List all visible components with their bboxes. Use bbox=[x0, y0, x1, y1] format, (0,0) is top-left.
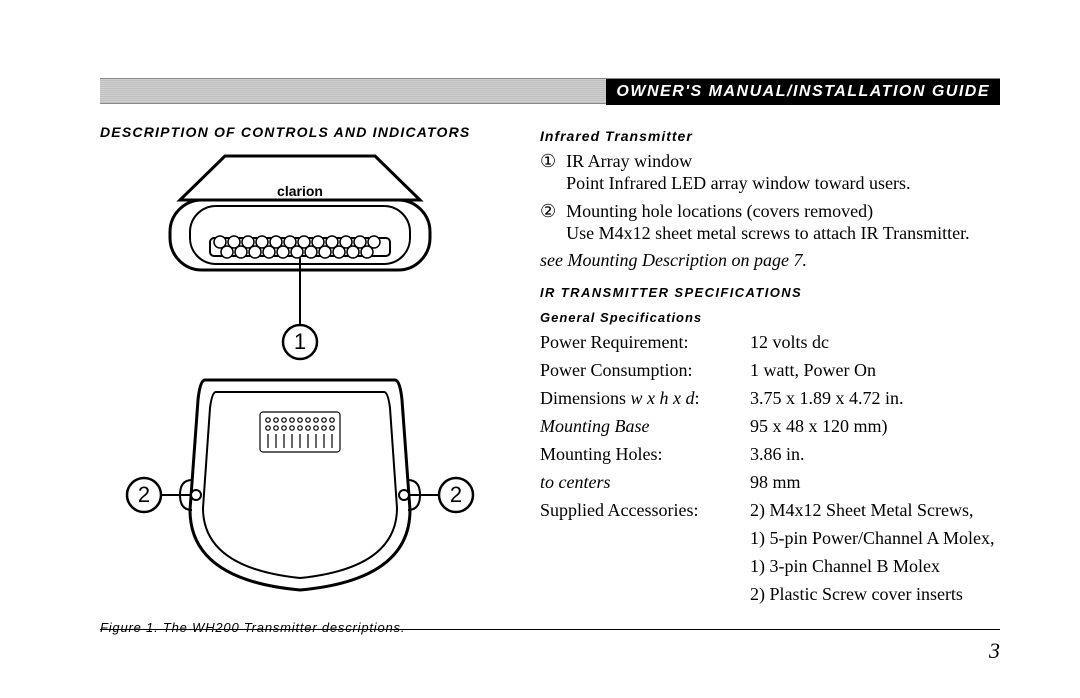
power-cons-label: Power Consumption: bbox=[540, 359, 740, 381]
content-columns: DESCRIPTION OF CONTROLS AND INDICATORS bbox=[100, 124, 1000, 635]
controls-heading: DESCRIPTION OF CONTROLS AND INDICATORS bbox=[100, 124, 500, 140]
callout-2-left: 2 bbox=[138, 482, 150, 507]
item-2: ② Mounting hole locations (covers remove… bbox=[540, 200, 1000, 244]
header-title: OWNER'S MANUAL/INSTALLATION GUIDE bbox=[616, 83, 990, 101]
item-2-line-2: Use M4x12 sheet metal screws to attach I… bbox=[566, 222, 969, 244]
item-1: ① IR Array window Point Infrared LED arr… bbox=[540, 150, 1000, 194]
power-req-label: Power Requirement: bbox=[540, 331, 740, 353]
mount-base-label: Mounting Base bbox=[540, 415, 740, 437]
mount-holes-val: 3.86 in. bbox=[750, 443, 1000, 465]
accessories-val-4: 2) Plastic Screw cover inserts bbox=[750, 583, 1000, 605]
item-2-number: ② bbox=[540, 200, 556, 244]
page-number: 3 bbox=[989, 638, 1000, 664]
accessories-label: Supplied Accessories: bbox=[540, 499, 740, 521]
spec-table: Power Requirement: 12 volts dc Power Con… bbox=[540, 331, 1000, 605]
manual-page: OWNER'S MANUAL/INSTALLATION GUIDE DESCRI… bbox=[0, 0, 1080, 698]
see-reference: see Mounting Description on page 7. bbox=[540, 250, 1000, 271]
brand-label: clarion bbox=[277, 183, 323, 199]
item-1-number: ① bbox=[540, 150, 556, 194]
to-centers-label: to centers bbox=[540, 471, 740, 493]
power-req-val: 12 volts dc bbox=[750, 331, 1000, 353]
item-1-line-2: Point Infrared LED array window toward u… bbox=[566, 172, 910, 194]
figure-caption: Figure 1. The WH200 Transmitter descript… bbox=[100, 620, 500, 635]
accessories-val-1: 2) M4x12 Sheet Metal Screws, bbox=[750, 499, 1000, 521]
right-column: Infrared Transmitter ① IR Array window P… bbox=[540, 124, 1000, 635]
accessories-val-3: 1) 3-pin Channel B Molex bbox=[750, 555, 1000, 577]
callout-1: 1 bbox=[294, 329, 306, 354]
spec-heading: IR TRANSMITTER SPECIFICATIONS bbox=[540, 285, 1000, 300]
general-spec-heading: General Specifications bbox=[540, 310, 1000, 325]
mount-holes-label: Mounting Holes: bbox=[540, 443, 740, 465]
transmitter-diagram: clarion 1 bbox=[110, 150, 490, 610]
to-centers-val: 98 mm bbox=[750, 471, 1000, 493]
item-2-line-1: Mounting hole locations (covers removed) bbox=[566, 200, 969, 222]
accessories-val-2: 1) 5-pin Power/Channel A Molex, bbox=[750, 527, 1000, 549]
item-1-line-1: IR Array window bbox=[566, 150, 910, 172]
left-column: DESCRIPTION OF CONTROLS AND INDICATORS bbox=[100, 124, 500, 635]
mount-base-val: 95 x 48 x 120 mm) bbox=[750, 415, 1000, 437]
header-band: OWNER'S MANUAL/INSTALLATION GUIDE bbox=[100, 78, 1000, 104]
infrared-heading: Infrared Transmitter bbox=[540, 128, 1000, 144]
callout-2-right: 2 bbox=[450, 482, 462, 507]
footer-rule bbox=[100, 629, 1000, 630]
dims-val: 3.75 x 1.89 x 4.72 in. bbox=[750, 387, 1000, 409]
diagram-svg: clarion 1 bbox=[110, 150, 490, 610]
dims-label: Dimensions w x h x d: bbox=[540, 387, 740, 409]
header-title-wrap: OWNER'S MANUAL/INSTALLATION GUIDE bbox=[606, 79, 1000, 105]
power-cons-val: 1 watt, Power On bbox=[750, 359, 1000, 381]
